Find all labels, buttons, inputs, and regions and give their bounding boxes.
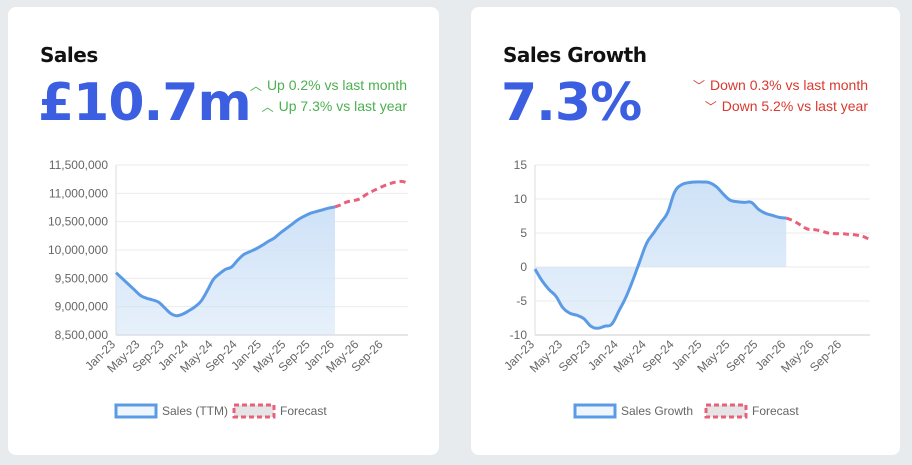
y-tick-label: 11,500,000 xyxy=(49,158,108,172)
x-tick-label: Sep-26 xyxy=(807,337,844,374)
delta-list: ﹀ Down 0.3% vs last month ﹀ Down 5.2% vs l… xyxy=(693,75,868,117)
legend-label: Forecast xyxy=(752,404,799,418)
sales-card: Sales £10.7m ︿ Up 0.2% vs last month ︿ Up … xyxy=(8,7,439,455)
legend-swatch-main xyxy=(114,403,158,419)
delta-text: Up 0.2% vs last month xyxy=(266,77,407,93)
series-line-forecast xyxy=(785,216,871,242)
sales-growth-chart: -10-5051015Jan-23May-23Sep-23Jan-24May-2… xyxy=(501,158,871,419)
delta-year: ﹀ Down 5.2% vs last year xyxy=(693,96,868,117)
card-title: Sales xyxy=(40,43,98,67)
y-tick-label: 10,000,000 xyxy=(48,243,108,257)
y-tick-label: 10,500,000 xyxy=(48,215,108,229)
legend-label: Sales (TTM) xyxy=(162,404,228,418)
kpi-value: £10.7m xyxy=(38,73,252,133)
chevron-down-icon: ﹀ xyxy=(704,100,717,114)
series-line-sales-ttm- xyxy=(114,205,336,318)
delta-month: ︿ Up 0.2% vs last month xyxy=(250,75,407,96)
legend-swatch-main xyxy=(573,403,617,419)
y-tick-label: -10 xyxy=(510,328,528,342)
chevron-up-icon: ︿ xyxy=(261,100,274,114)
sales-growth-card: Sales Growth 7.3% ﹀ Down 0.3% vs last mon… xyxy=(471,7,900,455)
x-tick-label: Sep-24 xyxy=(639,337,676,374)
legend-label: Forecast xyxy=(280,404,327,418)
y-tick-label: 8,500,000 xyxy=(55,328,109,342)
x-tick-label: Sep-25 xyxy=(723,337,760,374)
delta-year: ︿ Up 7.3% vs last year xyxy=(250,96,407,117)
sales-chart: 8,500,000 9,000,000 9,500,000 10,000,000 10,… xyxy=(48,158,409,419)
x-tick-label: Sep-23 xyxy=(556,337,593,374)
delta-text: Down 5.2% vs last year xyxy=(721,98,868,114)
legend-swatch-forecast xyxy=(704,403,748,419)
y-tick-label: 0 xyxy=(520,260,527,274)
delta-text: Down 0.3% vs last month xyxy=(710,77,868,93)
y-tick-label: -5 xyxy=(516,294,527,308)
card-title: Sales Growth xyxy=(503,43,647,67)
chevron-down-icon: ﹀ xyxy=(693,79,706,93)
series-line-sales-growth xyxy=(533,180,787,330)
kpi-value: 7.3% xyxy=(501,73,642,133)
y-tick-label: 15 xyxy=(514,158,528,172)
chevron-up-icon: ︿ xyxy=(249,79,262,93)
y-tick-label: 10 xyxy=(514,192,528,206)
y-tick-label: 11,000,000 xyxy=(49,186,108,200)
y-tick-label: 9,000,000 xyxy=(55,300,109,314)
y-tick-label: 5 xyxy=(520,226,527,240)
y-tick-label: 9,500,000 xyxy=(55,271,109,285)
delta-list: ︿ Up 0.2% vs last month ︿ Up 7.3% vs last … xyxy=(250,75,407,117)
legend-swatch-forecast xyxy=(232,403,276,419)
delta-month: ﹀ Down 0.3% vs last month xyxy=(693,75,868,96)
legend-label: Sales Growth xyxy=(621,404,693,418)
series-area xyxy=(535,181,787,329)
series-line-forecast xyxy=(334,179,409,209)
delta-text: Up 7.3% vs last year xyxy=(278,98,407,114)
